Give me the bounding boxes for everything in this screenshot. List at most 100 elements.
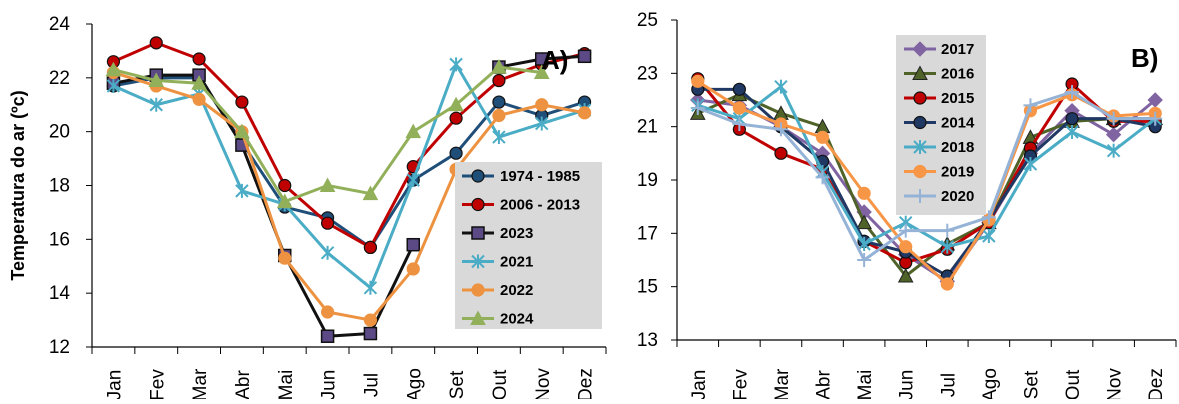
series-2020-point	[815, 170, 830, 185]
legend-2020-point	[913, 189, 927, 203]
legend-2016-point	[912, 65, 928, 80]
legend: 1974 - 1985 2006 - 2013 2023 2021 2022 2024	[455, 162, 602, 329]
series-2014-point	[732, 82, 746, 96]
series-2017-line	[697, 98, 1157, 283]
series-2006-2013-point	[449, 111, 463, 125]
series-2019-point	[940, 277, 954, 291]
series-2021-point	[320, 245, 335, 260]
y-tick-label: 22	[49, 68, 70, 89]
series-2020-point	[940, 223, 955, 238]
x-tick-label: Abr	[233, 370, 254, 399]
x-tick-label: Jan	[689, 370, 710, 399]
series-2021-point	[492, 130, 506, 145]
series-2018-point	[940, 239, 954, 254]
series-1974-1985-line	[113, 76, 586, 249]
series-2006-2013	[106, 36, 592, 255]
series-2018-point	[774, 79, 788, 94]
series-2006-2013-point	[278, 178, 292, 193]
legend-2014-label: 2014	[941, 115, 975, 132]
legend-1974-1985-label: 1974 - 1985	[500, 168, 580, 185]
x-tick-label: Fev	[147, 369, 168, 399]
series-2022-point	[320, 305, 335, 319]
x-tick-label: Jun	[897, 370, 918, 399]
series-2023-point	[577, 49, 592, 64]
series-2015-point	[774, 146, 788, 160]
series-2020-point	[1023, 98, 1038, 113]
x-tick-label: Mai	[276, 370, 297, 399]
legend-2022-point	[471, 283, 485, 297]
x-tick-label: Mai	[855, 370, 876, 399]
y-tick-label: 20	[49, 122, 70, 143]
x-tick-label: Jun	[319, 370, 340, 399]
series-2021-point	[406, 173, 420, 188]
series-2022-point	[192, 92, 206, 106]
series-2022-line	[112, 71, 585, 322]
series-2021-point	[235, 183, 249, 198]
x-tick-label: Out	[1063, 369, 1084, 399]
y-tick-label: 16	[49, 229, 70, 250]
series-2018-point	[1065, 125, 1079, 139]
series-2006-2013-point	[492, 73, 506, 88]
legend-2018-label: 2018	[941, 139, 974, 156]
series-2022-point	[406, 262, 420, 276]
series-2006-2013-point	[149, 36, 163, 50]
y-tick-label: 19	[637, 170, 658, 191]
x-tick-label: Mar	[772, 368, 793, 399]
series-2021-point	[449, 57, 463, 72]
legend-2023-point	[471, 226, 485, 240]
series-2024-point	[362, 185, 379, 201]
panel-tag: A)	[541, 45, 568, 75]
series-2020	[690, 85, 1163, 267]
series-2019-point	[857, 186, 871, 200]
series-2024-point	[105, 61, 122, 77]
x-tick-label: Mar	[190, 368, 211, 399]
series-2024-point	[148, 72, 165, 88]
legend: 2017 2016 2015 2014 2018 2019 2020	[896, 35, 986, 215]
legend-2021-label: 2021	[500, 254, 533, 271]
x-tick-label: Nov	[533, 368, 554, 399]
y-tick-label: 21	[637, 117, 658, 138]
panel-tag: B)	[1131, 43, 1158, 73]
x-tick-label: Set	[447, 370, 468, 399]
y-axis-label: Temperatura do ar (ºc)	[8, 90, 28, 280]
series-2016-point	[856, 214, 872, 230]
series-2024-point	[533, 64, 550, 79]
x-tick-label: Jan	[104, 370, 125, 399]
y-tick-label: 23	[637, 63, 658, 84]
y-tick-label: 25	[637, 10, 658, 31]
series-1974-1985-point	[449, 146, 463, 160]
series-2018-line	[697, 85, 1157, 249]
legend-box	[455, 162, 602, 329]
series-1974-1985-point	[492, 95, 506, 109]
series-2016-line	[697, 93, 1156, 278]
legend-box	[896, 35, 986, 215]
series-2021-point	[535, 116, 549, 131]
legend-2017-point	[912, 41, 928, 57]
legend-2019-point	[913, 164, 927, 179]
legend-2006-2013-label: 2006 - 2013	[500, 197, 580, 214]
series-2020-point	[690, 101, 705, 115]
series-2023-point	[406, 237, 420, 252]
legend-2017-label: 2017	[941, 41, 974, 58]
series-2024-point	[405, 123, 422, 139]
y-tick-label: 12	[49, 337, 70, 358]
legend-2018-point	[913, 140, 927, 154]
series-2021-point	[149, 97, 163, 112]
series-2019-point	[732, 101, 746, 115]
legend-2024-label: 2024	[500, 311, 534, 328]
series-2016-point	[897, 267, 914, 283]
series-2020-point	[857, 253, 872, 267]
legend-1974-1985-point	[471, 169, 485, 183]
series-2014-point	[1065, 112, 1079, 126]
series-2020-point	[732, 117, 747, 131]
series-2024-point	[319, 177, 336, 192]
series-2020-point	[1106, 111, 1121, 126]
series-2006-2013-point	[192, 52, 206, 66]
x-tick-label: Dez	[576, 368, 597, 399]
legend-2015-label: 2015	[941, 90, 974, 107]
y-tick-label: 17	[637, 223, 658, 244]
series-2019-point	[899, 240, 913, 254]
series-2020-point	[981, 210, 996, 225]
